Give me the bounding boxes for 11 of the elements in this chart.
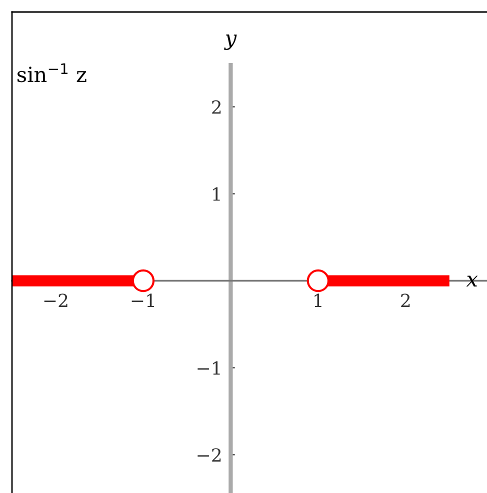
y-tick-label: −2 [198, 448, 221, 462]
y-tick-label: −1 [198, 361, 220, 375]
x-tick-label: −2 [44, 294, 68, 307]
text: sin$^{−1}$ z [18, 63, 86, 82]
y-tick-label: 1 [213, 187, 220, 201]
x-axis-title: x [466, 276, 478, 287]
x-tick-label: −1 [132, 294, 154, 307]
y-tick-label: 2 [212, 100, 221, 114]
x-tick-label: 1 [314, 294, 322, 307]
x-tick-label: 2 [401, 294, 410, 307]
y-axis-title: y [224, 34, 237, 50]
